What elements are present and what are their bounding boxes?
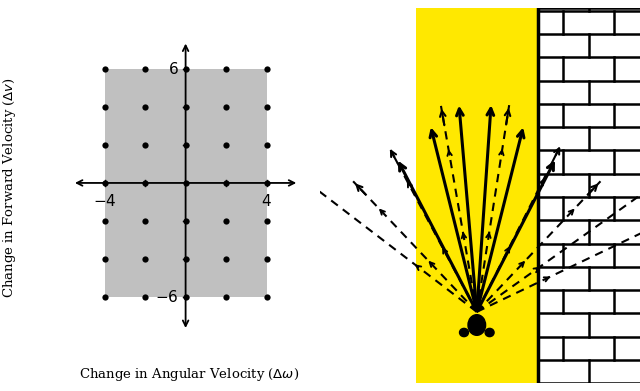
Text: Change in Angular Velocity ($\Delta\omega$): Change in Angular Velocity ($\Delta\omeg… bbox=[79, 366, 299, 383]
Text: $-6$: $-6$ bbox=[155, 289, 179, 305]
Text: Change in Forward Velocity ($\Delta v$): Change in Forward Velocity ($\Delta v$) bbox=[1, 77, 18, 298]
Bar bbox=[104, 69, 267, 297]
Ellipse shape bbox=[460, 328, 468, 337]
Text: $-4$: $-4$ bbox=[93, 194, 116, 209]
Text: $6$: $6$ bbox=[168, 61, 179, 77]
Text: $4$: $4$ bbox=[261, 194, 272, 209]
Bar bbox=[416, 8, 538, 383]
Bar bbox=[538, 8, 640, 383]
Ellipse shape bbox=[485, 328, 494, 337]
Ellipse shape bbox=[468, 315, 486, 335]
